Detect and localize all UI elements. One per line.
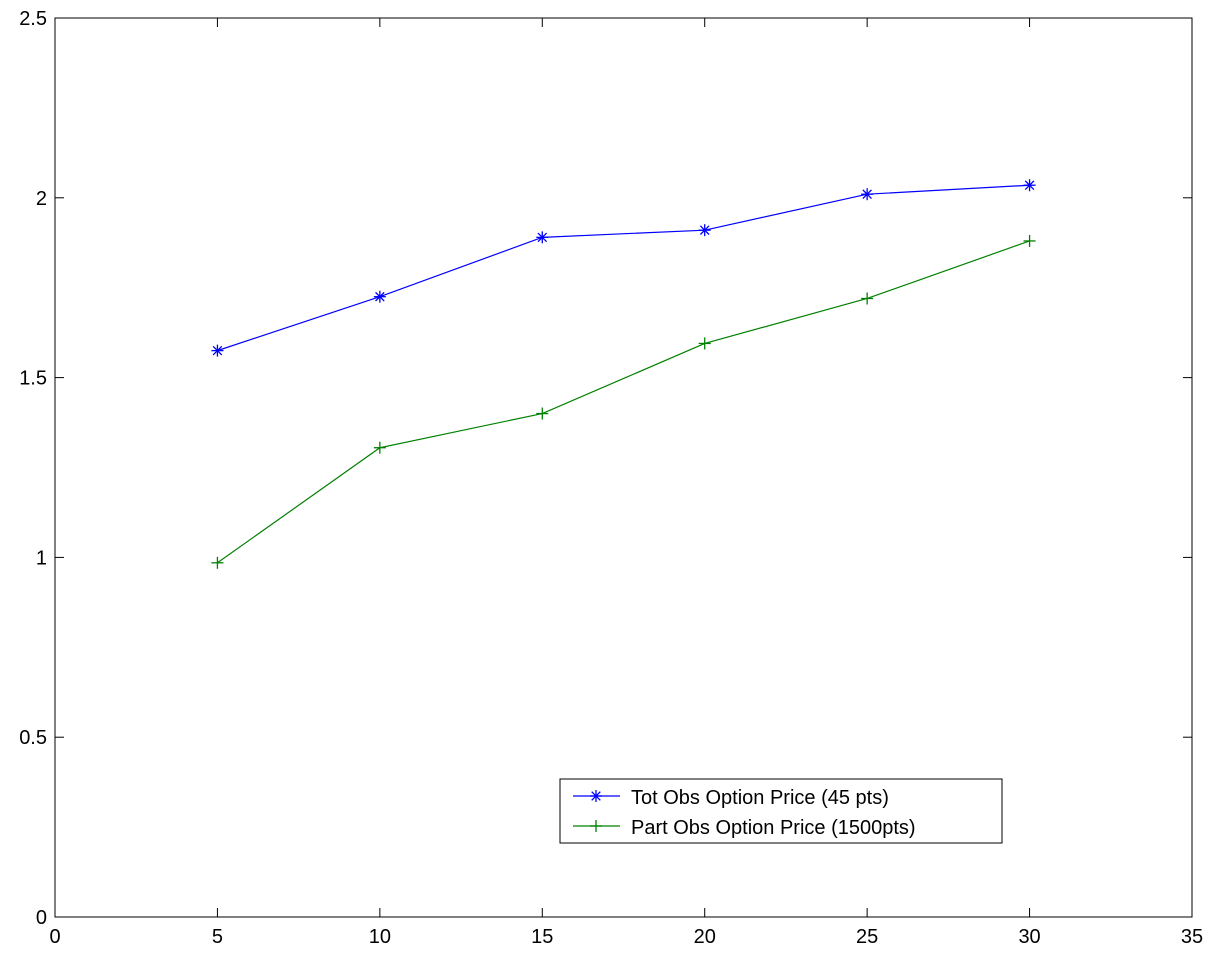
marker-stroke (375, 291, 385, 302)
marker-stroke (537, 232, 548, 243)
marker-stroke (1024, 180, 1035, 190)
legend-marker (590, 820, 602, 832)
data-point (536, 231, 549, 244)
marker-stroke (212, 345, 223, 356)
x-tick-label: 5 (212, 926, 223, 948)
data-point (373, 441, 386, 454)
data-point (536, 407, 549, 420)
x-axis: 0 5 10 15 20 25 30 35 (49, 18, 1203, 948)
marker-stroke (699, 225, 710, 235)
series-layer (211, 179, 1036, 569)
legend-box (559, 778, 1003, 844)
series-line-2 (217, 240, 1030, 564)
data-point (698, 337, 711, 350)
series-1 (211, 179, 1036, 357)
data-point (698, 224, 711, 237)
marker-stroke (862, 189, 872, 199)
data-point (373, 290, 386, 303)
legend: Tot Obs Option Price (45 pts) Part Obs O… (559, 778, 1003, 844)
y-tick-label: 2 (36, 188, 47, 210)
legend-label-series-2: Part Obs Option Price (1500pts) (631, 817, 916, 839)
x-tick-label: 10 (369, 926, 391, 948)
x-tick-label: 30 (1018, 926, 1040, 948)
y-tick-label: 1.5 (19, 368, 47, 390)
y-tick-label: 0 (36, 907, 47, 929)
y-axis: 0 0.5 1 1.5 2 2.5 (19, 8, 1192, 929)
data-point (861, 188, 874, 201)
data-point (211, 344, 224, 357)
data-point (1023, 234, 1036, 247)
x-tick-label: 20 (694, 926, 716, 948)
marker-stroke (591, 791, 601, 801)
series-2 (211, 234, 1036, 569)
y-tick-label: 0.5 (19, 727, 47, 749)
plot-area (54, 17, 1193, 918)
x-tick-label: 35 (1181, 926, 1203, 948)
y-tick-label: 1 (36, 547, 47, 569)
legend-marker-series-1 (590, 790, 602, 802)
y-tick-label: 2.5 (19, 8, 47, 30)
data-point (211, 556, 224, 569)
series-line-1 (217, 184, 1030, 352)
legend-marker-series-2 (590, 820, 602, 832)
x-tick-label: 15 (531, 926, 553, 948)
legend-label-series-1: Tot Obs Option Price (45 pts) (631, 787, 889, 809)
x-tick-label: 25 (856, 926, 878, 948)
data-point (1023, 179, 1036, 192)
data-point (861, 292, 874, 305)
x-tick-label: 0 (49, 926, 60, 948)
legend-marker (590, 790, 602, 802)
